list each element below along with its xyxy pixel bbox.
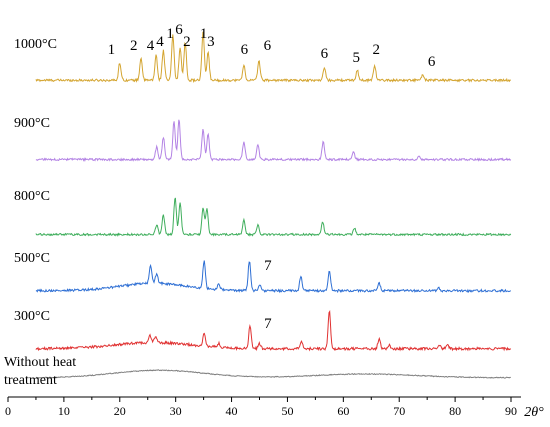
traces-group — [35, 31, 512, 379]
peak-label: 6 — [321, 46, 329, 62]
peak-label: 1 — [200, 26, 208, 42]
x-tick-label: 70 — [393, 404, 405, 418]
trace-6 — [35, 369, 511, 379]
peak-label: 4 — [147, 38, 155, 54]
series-label-3: 800°C — [14, 189, 50, 204]
trace-2 — [35, 119, 512, 162]
x-tick-label: 50 — [281, 404, 293, 418]
peak-label: 2 — [183, 34, 191, 50]
peak-label: 4 — [156, 34, 164, 50]
x-axis-label: 2θ° — [524, 405, 544, 420]
peak-label: 1 — [108, 42, 116, 58]
series-label-1: 1000°C — [14, 37, 57, 52]
x-tick-label: 90 — [505, 404, 517, 418]
x-axis: 0 10 20 30 40 50 60 70 80 90 2θ° — [5, 396, 544, 420]
peak-label: 6 — [241, 42, 249, 58]
peak-label: 2 — [373, 42, 381, 58]
peak-label: 6 — [175, 22, 183, 38]
x-tick-label: 80 — [449, 404, 461, 418]
x-tick-label: 60 — [337, 404, 349, 418]
series-label-5: 300°C — [14, 309, 50, 324]
series-label-6-line2: treatment — [4, 373, 57, 388]
x-tick-label: 20 — [114, 404, 126, 418]
peak-label: 6 — [264, 38, 272, 54]
series-label-2: 900°C — [14, 116, 50, 131]
peak-label: 5 — [352, 50, 360, 66]
series-labels-group: 1000°C 900°C 800°C 500°C 300°C Without heat tr… — [4, 37, 76, 388]
x-tick-label: 40 — [226, 404, 238, 418]
peak-label: 7 — [264, 316, 272, 332]
trace-5 — [35, 310, 512, 352]
series-label-4: 500°C — [14, 251, 50, 266]
peak-label: 2 — [130, 38, 138, 54]
peak-label: 1 — [166, 26, 174, 42]
trace-4 — [35, 260, 512, 294]
peak-label: 3 — [207, 34, 215, 50]
x-tick-label: 10 — [58, 404, 70, 418]
trace-1 — [35, 31, 511, 84]
peak-label: 7 — [264, 258, 272, 274]
peak-label: 6 — [428, 54, 436, 70]
x-tick-label: 30 — [170, 404, 182, 418]
series-label-6-line1: Without heat — [4, 355, 76, 370]
trace-3 — [35, 197, 512, 237]
x-tick-label: 0 — [5, 404, 11, 418]
